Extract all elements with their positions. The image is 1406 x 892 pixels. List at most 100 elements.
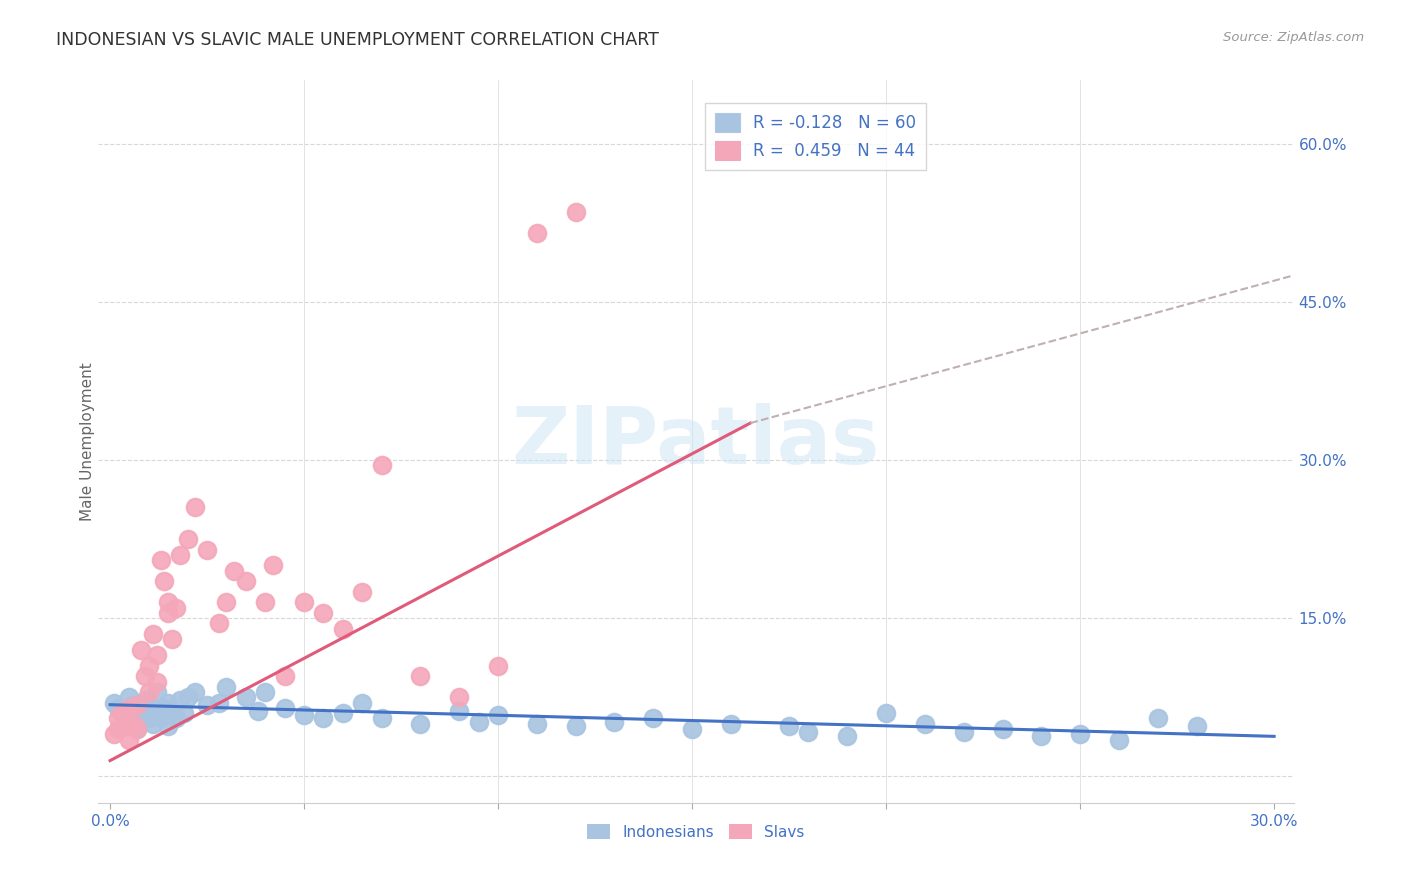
Text: INDONESIAN VS SLAVIC MALE UNEMPLOYMENT CORRELATION CHART: INDONESIAN VS SLAVIC MALE UNEMPLOYMENT C… — [56, 31, 659, 49]
Point — [195, 698, 218, 712]
Point — [235, 574, 257, 589]
Point — [797, 725, 820, 739]
Point — [118, 716, 141, 731]
Point — [1031, 730, 1053, 744]
Point — [720, 716, 742, 731]
Point — [778, 719, 800, 733]
Point — [129, 643, 152, 657]
Point — [643, 711, 665, 725]
Point — [409, 716, 432, 731]
Point — [449, 690, 471, 705]
Point — [157, 606, 180, 620]
Point — [145, 648, 167, 662]
Point — [526, 716, 548, 731]
Point — [138, 711, 160, 725]
Point — [208, 696, 231, 710]
Text: Source: ZipAtlas.com: Source: ZipAtlas.com — [1223, 31, 1364, 45]
Point — [292, 708, 315, 723]
Point — [145, 685, 167, 699]
Point — [165, 711, 187, 725]
Point — [1108, 732, 1130, 747]
Point — [184, 500, 207, 515]
Point — [273, 701, 295, 715]
Point — [134, 669, 156, 683]
Point — [157, 719, 180, 733]
Point — [134, 693, 156, 707]
Point — [165, 600, 187, 615]
Point — [224, 564, 246, 578]
Point — [332, 706, 354, 720]
Point — [952, 725, 974, 739]
Point — [122, 716, 145, 731]
Point — [176, 690, 198, 705]
Point — [160, 632, 183, 647]
Point — [114, 711, 136, 725]
Point — [352, 696, 374, 710]
Point — [142, 627, 165, 641]
Point — [1146, 711, 1168, 725]
Point — [107, 701, 129, 715]
Point — [111, 706, 134, 720]
Point — [467, 714, 489, 729]
Point — [118, 690, 141, 705]
Point — [145, 706, 167, 720]
Point — [449, 704, 471, 718]
Point — [370, 711, 392, 725]
Point — [111, 706, 134, 720]
Point — [1185, 719, 1208, 733]
Point — [127, 708, 149, 723]
Point — [103, 727, 125, 741]
Point — [254, 595, 277, 609]
Point — [235, 690, 257, 705]
Point — [914, 716, 936, 731]
Point — [273, 669, 295, 683]
Point — [107, 711, 129, 725]
Point — [127, 722, 149, 736]
Point — [352, 585, 374, 599]
Y-axis label: Male Unemployment: Male Unemployment — [80, 362, 94, 521]
Point — [169, 548, 191, 562]
Point — [215, 680, 238, 694]
Point — [603, 714, 626, 729]
Point — [312, 711, 335, 725]
Point — [312, 606, 335, 620]
Legend: Indonesians, Slavs: Indonesians, Slavs — [581, 818, 811, 846]
Point — [1069, 727, 1091, 741]
Point — [160, 704, 183, 718]
Point — [129, 704, 152, 718]
Point — [142, 716, 165, 731]
Point — [184, 685, 207, 699]
Point — [370, 458, 392, 473]
Point — [138, 698, 160, 712]
Point — [114, 719, 136, 733]
Point — [526, 226, 548, 240]
Point — [564, 719, 586, 733]
Point — [332, 622, 354, 636]
Point — [292, 595, 315, 609]
Point — [122, 698, 145, 712]
Point — [153, 701, 176, 715]
Point — [254, 685, 277, 699]
Point — [486, 708, 509, 723]
Text: ZIPatlas: ZIPatlas — [512, 402, 880, 481]
Point — [127, 722, 149, 736]
Point — [208, 616, 231, 631]
Point — [837, 730, 859, 744]
Point — [153, 574, 176, 589]
Point — [103, 696, 125, 710]
Point — [564, 205, 586, 219]
Point — [875, 706, 897, 720]
Point — [262, 558, 284, 573]
Point — [215, 595, 238, 609]
Point — [486, 658, 509, 673]
Point — [409, 669, 432, 683]
Point — [681, 722, 703, 736]
Point — [157, 696, 180, 710]
Point — [138, 658, 160, 673]
Point — [138, 685, 160, 699]
Point — [195, 542, 218, 557]
Point — [149, 553, 172, 567]
Point — [246, 704, 269, 718]
Point — [145, 674, 167, 689]
Point — [127, 698, 149, 712]
